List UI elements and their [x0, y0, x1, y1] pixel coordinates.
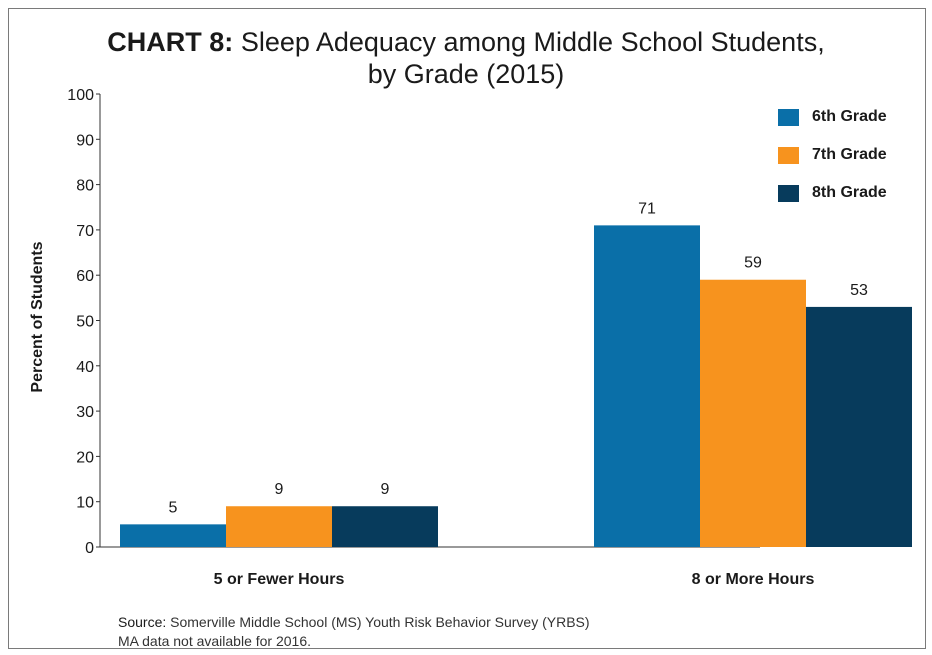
y-tick-label: 80 — [76, 178, 94, 195]
bar — [332, 506, 438, 547]
source-note: Source: Somerville Middle School (MS) Yo… — [118, 613, 590, 651]
x-category-label: 5 or Fewer Hours — [214, 571, 345, 588]
y-tick-label: 0 — [85, 540, 94, 557]
legend-swatch — [778, 108, 799, 126]
y-tick-label: 50 — [76, 314, 94, 331]
bar — [226, 506, 332, 547]
data-availability-note: MA data not available for 2016. — [118, 633, 312, 649]
data-label: 53 — [850, 282, 868, 299]
legend-label: 7th Grade — [812, 146, 887, 163]
data-label: 9 — [381, 481, 390, 498]
chart-title-prefix: CHART 8: — [107, 27, 234, 57]
y-tick-label: 20 — [76, 449, 94, 466]
chart-title-line1: Sleep Adequacy among Middle School Stude… — [240, 27, 825, 57]
y-tick-label: 100 — [67, 87, 94, 104]
data-label: 5 — [169, 499, 178, 516]
chart-title-line2: by Grade (2015) — [367, 59, 565, 89]
source-label: Source: — [118, 614, 167, 630]
bar — [806, 306, 912, 547]
legend: 6th Grade 7th Grade 8th Grade — [778, 107, 887, 221]
data-label: 71 — [638, 200, 656, 217]
y-tick-label: 40 — [76, 359, 94, 376]
legend-item: 6th Grade — [778, 107, 887, 127]
legend-label: 6th Grade — [812, 108, 887, 125]
chart-title: CHART 8: Sleep Adequacy among Middle Sch… — [0, 26, 932, 90]
legend-item: 7th Grade — [778, 145, 887, 165]
data-label: 9 — [275, 481, 284, 498]
legend-swatch — [778, 184, 799, 202]
source-line: Source: Somerville Middle School (MS) Yo… — [118, 613, 590, 632]
y-tick-label: 70 — [76, 223, 94, 240]
bar — [120, 524, 226, 547]
bar — [700, 279, 806, 547]
legend-label: 8th Grade — [812, 184, 887, 201]
data-label: 59 — [744, 255, 762, 272]
y-tick-label: 30 — [76, 404, 94, 421]
bar — [594, 225, 700, 547]
legend-item: 8th Grade — [778, 183, 887, 203]
legend-swatch — [778, 146, 799, 164]
x-category-label: 8 or More Hours — [692, 571, 815, 588]
y-tick-label: 10 — [76, 495, 94, 512]
y-tick-label: 60 — [76, 268, 94, 285]
source-text: Somerville Middle School (MS) Youth Risk… — [170, 614, 590, 630]
y-tick-label: 90 — [76, 132, 94, 149]
